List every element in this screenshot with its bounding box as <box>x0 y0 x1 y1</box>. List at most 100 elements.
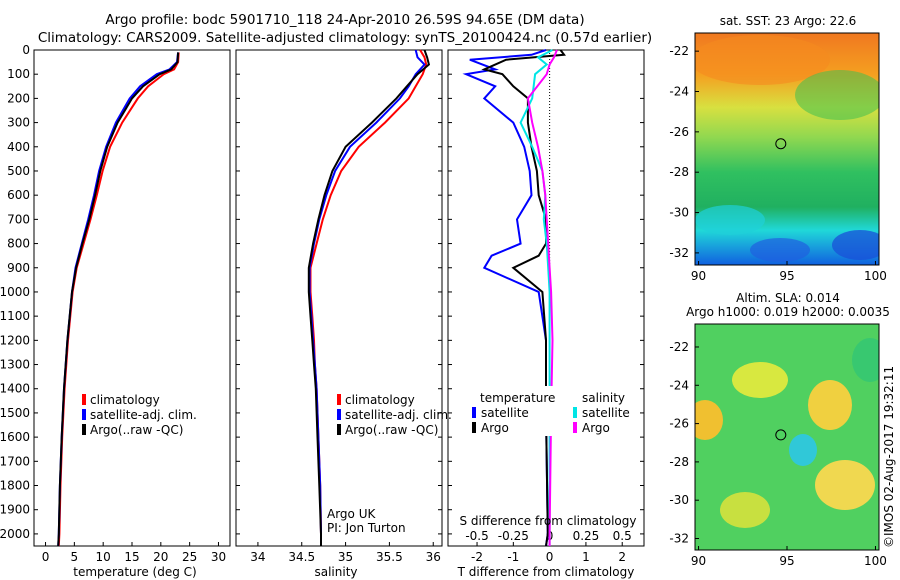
legend-swatch-argo <box>337 424 341 435</box>
sst-warm-patch <box>695 35 830 85</box>
y-tick-label: -22 <box>669 44 689 58</box>
series-line-satellite-adj-clim- <box>57 52 180 547</box>
y-tick-label: 1100 <box>0 309 30 323</box>
sst-argo-location-marker <box>775 138 787 150</box>
x-tick-label: 1 <box>582 550 590 564</box>
x-tick-label: 100 <box>864 269 887 283</box>
x-tick-label: 20 <box>153 550 168 564</box>
sla-map-title-2: Argo h1000: 0.019 h2000: 0.0035 <box>686 305 890 319</box>
y-tick-label: -28 <box>669 165 689 179</box>
y-tick-label: 400 <box>7 140 30 154</box>
y-tick-label: 1200 <box>0 333 30 347</box>
sla-high-patch <box>815 460 875 510</box>
x-tick-label: 2 <box>618 550 626 564</box>
sla-heatmap <box>695 324 879 550</box>
series-line-t-argo <box>481 49 566 547</box>
legend-label-argo: Argo(..raw -QC) <box>90 423 183 437</box>
legend-label-climatology: climatology <box>90 393 160 407</box>
legend-label-argo: Argo(..raw -QC) <box>345 423 438 437</box>
s-tick-label: -0.25 <box>498 529 529 543</box>
y-tick-label: 500 <box>7 164 30 178</box>
legend-title-salinity: salinity <box>582 391 625 405</box>
x-tick-label: 34 <box>250 550 265 564</box>
y-tick-label: 1800 <box>0 479 30 493</box>
salinity-panel: 34 34.5 35 35.5 36 salinity climatology sate… <box>235 49 452 579</box>
x-tick-label: 25 <box>182 550 197 564</box>
series-line-s-argo <box>526 49 558 546</box>
temperature-panel: 0100200300400500600700800900100011001200… <box>0 43 231 579</box>
y-tick-label: 1700 <box>0 454 30 468</box>
salinity-ticks: 34 34.5 35 35.5 36 <box>236 49 442 564</box>
difference-panel: -2 -1 0 1 2-0.5 -0.25 0 0.25 0.5 temperature sal… <box>447 49 645 579</box>
y-tick-label: 2000 <box>0 527 30 541</box>
y-tick-label: 600 <box>7 188 30 202</box>
legend-label-climatology: climatology <box>345 393 415 407</box>
s-tick-label: 0.5 <box>613 529 632 543</box>
y-tick-label: 1300 <box>0 358 30 372</box>
sla-map-panel: Altim. SLA: 0.014 Argo h1000: 0.019 h200… <box>669 291 890 568</box>
legend-swatch-t-argo <box>472 422 476 433</box>
legend-swatch-climatology <box>337 394 341 405</box>
series-line-satellite-adj-clim- <box>308 49 426 546</box>
sst-cool-patch <box>795 70 879 120</box>
sla-low-patch <box>789 434 817 466</box>
title-line-2: Climatology: CARS2009. Satellite-adjuste… <box>38 30 652 46</box>
series-line-climatology <box>309 49 428 546</box>
x-tick-label: 95 <box>779 554 794 568</box>
series-line-climatology <box>57 52 180 547</box>
y-tick-label: -30 <box>669 493 689 507</box>
y-tick-label: 700 <box>7 212 30 226</box>
y-tick-label: 1500 <box>0 406 30 420</box>
y-tick-label: -26 <box>669 417 689 431</box>
legend-swatch-s-argo <box>573 422 577 433</box>
legend-label-satellite: satellite-adj. clim. <box>90 408 197 422</box>
sla-map-ticks: 90 95 100 -22 -24 -26 -28 -30 -32 <box>669 340 887 568</box>
series-line-argo-raw-qc- <box>57 52 180 547</box>
sst-map-title: sat. SST: 23 Argo: 22.6 <box>720 14 857 28</box>
y-tick-label: 800 <box>7 237 30 251</box>
sla-high-patch <box>732 362 788 398</box>
legend-swatch-satellite <box>337 409 341 420</box>
series-line-argo-raw-qc- <box>307 49 431 546</box>
legend-label-s-argo: Argo <box>582 421 610 435</box>
annotation-pi: PI: Jon Turton <box>327 521 406 535</box>
s-difference-label: S difference from climatology <box>460 514 637 528</box>
x-tick-label: 0 <box>42 550 50 564</box>
sst-cold-patch <box>832 230 879 260</box>
x-tick-label: 5 <box>71 550 79 564</box>
temperature-axes-frame <box>33 49 231 547</box>
legend-swatch-s-satellite <box>573 407 577 418</box>
title-line-1: Argo profile: bodc 5901710_118 24-Apr-20… <box>105 12 584 28</box>
y-tick-label: -24 <box>669 378 689 392</box>
s-tick-label: 0.25 <box>573 529 600 543</box>
salinity-series <box>307 49 431 546</box>
legend-label-s-satellite: satellite <box>582 406 630 420</box>
x-tick-label: 15 <box>124 550 139 564</box>
x-tick-label: 95 <box>779 269 794 283</box>
copyright-timestamp: ©IMOS 02-Aug-2017 19:32:11 <box>882 366 896 548</box>
y-tick-label: 200 <box>7 91 30 105</box>
x-tick-label: 35.5 <box>376 550 403 564</box>
salinity-axes-frame <box>235 49 443 547</box>
y-tick-label: -32 <box>669 532 689 546</box>
y-tick-label: 1000 <box>0 285 30 299</box>
legend-swatch-t-satellite <box>472 407 476 418</box>
legend-label-satellite: satellite-adj. clim. <box>345 408 452 422</box>
sla-low-patch <box>852 338 879 382</box>
sst-map-panel: sat. SST: 23 Argo: 22.6 90 95 100 -22 -24 -26… <box>669 14 887 283</box>
sla-high-patch <box>695 400 723 440</box>
y-tick-label: -22 <box>669 340 689 354</box>
difference-series <box>462 49 566 547</box>
sst-heatmap <box>695 33 879 265</box>
temperature-series <box>57 52 180 547</box>
legend-backing <box>470 386 630 436</box>
salinity-legend: climatology satellite-adj. clim. Argo(..… <box>337 393 452 437</box>
annotation-argo-uk: Argo UK <box>327 507 376 521</box>
y-tick-label: 900 <box>7 261 30 275</box>
legend-swatch-satellite <box>82 409 86 420</box>
y-tick-label: 1900 <box>0 503 30 517</box>
sla-high-patch <box>808 380 852 430</box>
x-tick-label: 90 <box>691 554 706 568</box>
y-tick-label: -28 <box>669 455 689 469</box>
